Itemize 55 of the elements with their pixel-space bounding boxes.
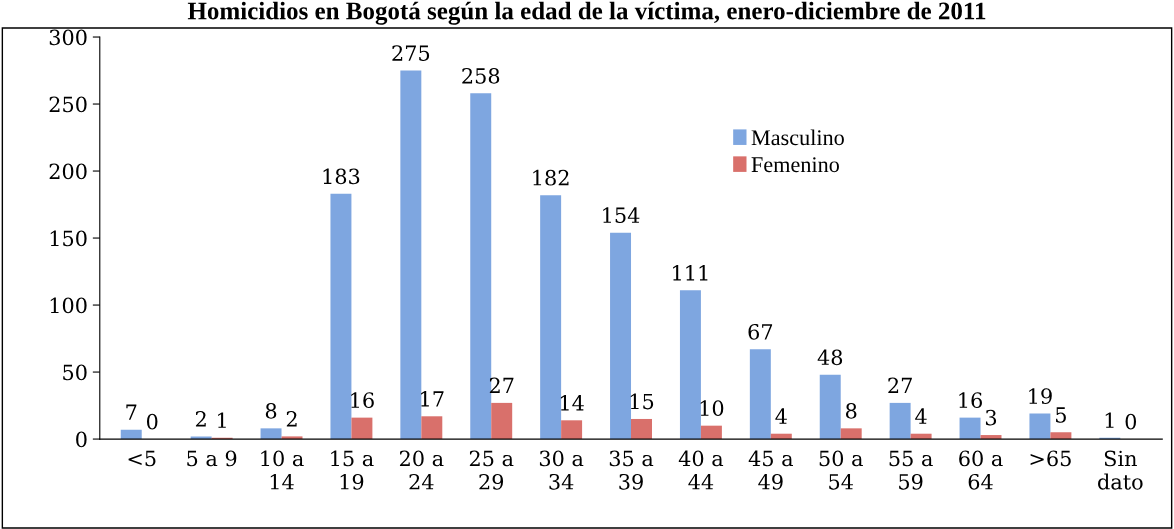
data-label: 8 [265,403,277,419]
data-label: 0 [146,413,158,430]
y-tick-label: 300 [49,29,87,46]
x-tick-label: Sin dato [1098,450,1143,490]
x-tick-label: 10 a 14 [261,450,304,490]
data-label: 1 [1105,412,1114,428]
data-label: 3 [985,409,997,426]
x-tick-label: 45 a 49 [748,450,794,490]
data-label: 5 [1056,407,1066,423]
data-label: 4 [915,408,927,424]
data-label: 2 [195,411,206,427]
data-label: 16 [959,392,982,409]
data-label: 27 [489,377,514,393]
data-label: 275 [392,45,430,61]
y-tick-label: 150 [50,230,87,247]
x-tick-label: <5 [128,450,156,467]
y-tick-label: 0 [76,431,87,448]
data-label: 1 [218,412,226,428]
x-tick-label: 50 a 54 [819,450,863,490]
x-tick-label: 40 a 44 [678,450,724,490]
data-label: 111 [673,264,708,281]
data-label: 14 [560,394,584,411]
data-label: 16 [351,392,374,409]
legend-label: Masculino [751,129,844,146]
data-label: 2 [286,411,297,427]
y-tick-label: 200 [49,163,87,180]
x-tick-label: 35 a 39 [609,450,654,490]
x-tick-label: 20 a 24 [399,450,444,490]
data-label: 0 [1125,413,1137,430]
x-tick-label: 15 a 19 [331,450,374,490]
data-label: 182 [533,169,569,186]
data-label: 19 [1029,388,1052,405]
y-tick-label: 100 [50,297,87,314]
data-label: 8 [845,403,857,419]
legend-label: Femenino [751,157,839,173]
data-label: 10 [700,400,724,417]
y-tick-label: 250 [49,96,87,113]
chart-title: Homicidios en Bogotá según la edad de la víctima, enero-diciembre de 2011 [187,1,986,25]
data-label: 154 [603,207,640,224]
x-tick-label: 30 a 34 [539,450,584,490]
data-label: 183 [323,168,360,185]
data-label: 48 [817,349,843,366]
y-tick-label: 50 [63,364,87,381]
x-tick-label: 60 a 64 [959,450,1003,490]
data-label: 4 [775,408,787,424]
x-tick-label: >65 [1030,450,1071,467]
x-tick-label: 25 a 29 [469,450,514,490]
data-label: 17 [421,390,444,407]
x-tick-label: 5 a 9 [187,450,237,467]
data-label: 7 [126,404,137,420]
data-label: 258 [462,67,500,84]
x-tick-label: 55 a 59 [889,450,933,490]
data-label: 15 [630,393,654,410]
data-label: 67 [748,323,773,340]
data-label: 27 [888,377,912,393]
